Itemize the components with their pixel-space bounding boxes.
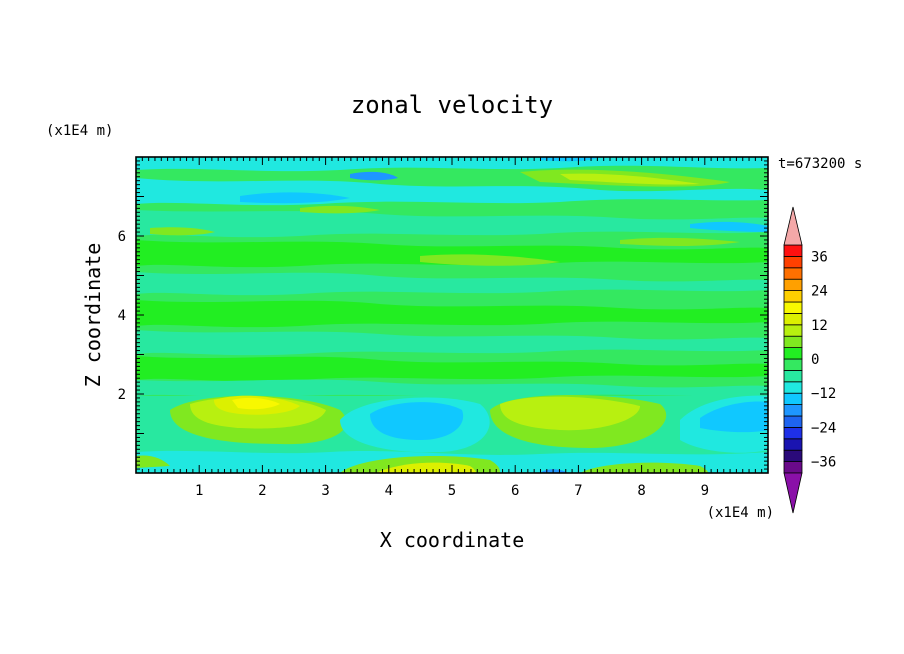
colorbar-swatch — [783, 449, 803, 463]
colorbar-swatch — [783, 369, 803, 383]
streak — [300, 205, 380, 214]
y-axis-unit: (x1E4 m) — [46, 123, 113, 139]
x-tick-label: 4 — [385, 483, 393, 499]
x-axis-unit: (x1E4 m) — [707, 505, 774, 521]
upper-positive-streaks — [150, 169, 740, 266]
band — [136, 272, 768, 296]
colorbar-swatch — [783, 381, 803, 394]
eddy-positive — [500, 396, 640, 431]
colorbar-tick-label: −36 — [811, 455, 836, 471]
streak — [620, 237, 740, 246]
colorbar-swatch — [783, 290, 803, 303]
colorbar-over-triangle — [783, 206, 803, 246]
eddy-negative — [700, 401, 768, 433]
x-tick-label: 2 — [258, 483, 266, 499]
colorbar-swatch — [783, 255, 803, 269]
x-tick-label: 9 — [701, 483, 709, 499]
colorbar-tick-label: 12 — [811, 318, 828, 334]
band — [136, 356, 768, 382]
colorbar-tick-label: 36 — [811, 249, 828, 265]
x-axis-label: X coordinate — [380, 528, 525, 552]
x-tick-label: 6 — [511, 483, 519, 499]
x-tick-label: 5 — [448, 483, 456, 499]
time-label: t=673200 s — [778, 156, 862, 172]
eddy-positive — [232, 397, 280, 410]
y-axis-label: Z coordinate — [81, 243, 105, 388]
lower-layer — [136, 394, 768, 473]
colorbar-swatch — [783, 415, 803, 428]
colorbar-swatch — [783, 426, 803, 440]
colorbar-swatch — [783, 335, 803, 349]
colorbar-swatch — [783, 347, 803, 360]
colorbar-under-triangle — [783, 472, 803, 514]
colorbar-labels: 36 24 12 0 −12 −24 −36 — [811, 249, 836, 470]
colorbar-tick-label: −12 — [811, 386, 836, 402]
eddy-negative — [370, 402, 464, 440]
x-tick-label: 1 — [195, 483, 203, 499]
x-tick-label: 8 — [637, 483, 645, 499]
colorbar-swatch — [783, 438, 803, 451]
y-tick-label: 6 — [118, 229, 126, 245]
y-tick-labels: 2 4 6 — [118, 229, 126, 403]
streak — [560, 173, 700, 185]
colorbar-swatch — [783, 358, 803, 371]
streak — [150, 227, 215, 236]
streak — [690, 221, 768, 232]
contour-field — [136, 157, 768, 473]
colorbar-swatch — [783, 324, 803, 337]
y-tick-label: 2 — [118, 387, 126, 403]
colorbar-swatch — [783, 244, 803, 257]
axis-ticks — [135, 156, 769, 474]
band — [136, 240, 768, 268]
bottom-positive — [136, 455, 170, 468]
band — [136, 330, 768, 356]
colorbar-tick-label: −24 — [811, 420, 836, 436]
streak — [350, 171, 398, 181]
chart-title: zonal velocity — [351, 91, 553, 119]
band — [136, 300, 768, 328]
band — [136, 210, 768, 238]
colorbar-swatch — [783, 267, 803, 280]
x-tick-label: 3 — [321, 483, 329, 499]
colorbar-swatch — [783, 278, 803, 292]
colorbar-swatch — [783, 301, 803, 314]
colorbar-swatch — [783, 461, 803, 474]
x-tick-label: 7 — [574, 483, 582, 499]
colorbar — [783, 206, 803, 514]
colorbar-tick-label: 0 — [811, 352, 819, 368]
colorbar-swatch — [783, 392, 803, 406]
colorbar-tick-label: 24 — [811, 284, 828, 300]
x-tick-labels: 1 2 3 4 5 6 7 8 9 — [195, 483, 709, 499]
band — [136, 379, 768, 398]
colorbar-swatch — [783, 312, 803, 326]
streak — [240, 192, 350, 204]
bottom-positive — [580, 462, 708, 473]
y-tick-label: 4 — [118, 308, 126, 324]
streak — [420, 254, 560, 266]
colorbar-swatch — [783, 404, 803, 417]
